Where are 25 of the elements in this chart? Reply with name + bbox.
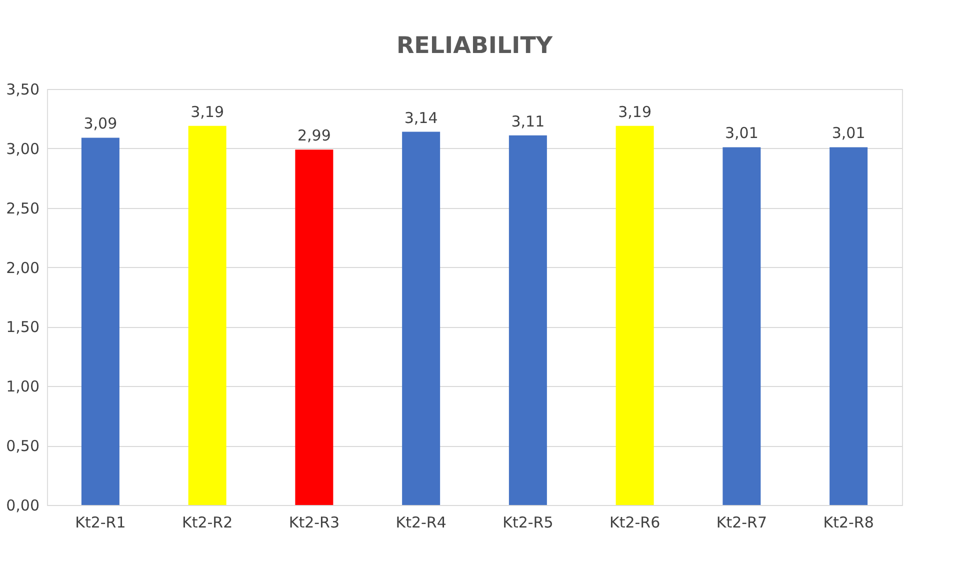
- data-label: 3,14: [404, 108, 438, 127]
- y-tick-label: 0,50: [6, 437, 40, 456]
- data-label: 3,01: [724, 124, 758, 142]
- y-tick-label: 1,50: [6, 318, 40, 336]
- y-tick-label: 1,00: [6, 378, 40, 396]
- data-label: 3,01: [832, 124, 866, 142]
- y-tick-label: 2,50: [6, 199, 40, 218]
- y-tick-label: 2,00: [6, 258, 40, 277]
- y-tick-label: 3,00: [6, 140, 40, 158]
- y-tick-label: 0,00: [6, 496, 40, 514]
- data-label: 2,99: [297, 126, 331, 145]
- x-tick-label: Kt2-R4: [396, 514, 446, 532]
- x-tick-label: Kt2-R2: [182, 514, 233, 532]
- data-label: 3,11: [511, 112, 545, 130]
- y-tick-label: 3,50: [6, 80, 40, 98]
- x-tick-label: Kt2-R8: [823, 514, 874, 532]
- x-tick-label: Kt2-R6: [609, 514, 660, 532]
- x-tick-label: Kt2-R5: [502, 514, 554, 532]
- data-label: 3,09: [84, 114, 118, 133]
- data-label: 3,19: [618, 102, 652, 121]
- x-tick-label: Kt2-R1: [75, 514, 126, 532]
- x-tick-label: Kt2-R7: [716, 514, 768, 532]
- data-label: 3,19: [190, 102, 224, 121]
- x-tick-label: Kt2-R3: [288, 514, 340, 532]
- chart-title: RELIABILITY: [396, 33, 553, 59]
